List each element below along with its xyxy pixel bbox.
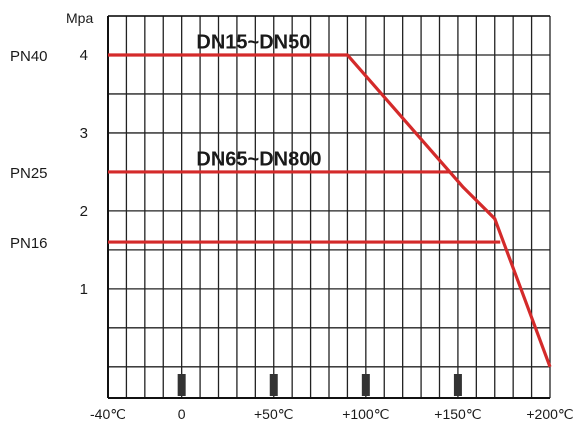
y-tick-label: 1 <box>80 281 88 298</box>
pressure-class-label: PN25 <box>10 165 48 182</box>
pressure-class-label: PN16 <box>10 235 48 252</box>
pressure-class-label: PN40 <box>10 48 48 65</box>
series-label: DN65~DN800 <box>196 149 321 171</box>
temperature-marker <box>453 374 462 396</box>
x-tick-label: +50℃ <box>254 406 293 422</box>
x-tick-label: +100℃ <box>342 406 389 422</box>
temperature-marker <box>177 374 186 396</box>
x-tick-label: +200℃ <box>526 406 573 422</box>
x-tick-label: -40℃ <box>90 406 126 422</box>
temperature-marker <box>361 374 370 396</box>
series-label: DN15~DN50 <box>196 32 310 54</box>
temperature-marker <box>269 374 278 396</box>
y-tick-label: 4 <box>80 47 88 64</box>
series-line-1 <box>108 53 552 368</box>
y-axis-label: Mpa <box>66 10 93 26</box>
x-tick-label: +150℃ <box>434 406 481 422</box>
x-tick-label: 0 <box>178 406 186 422</box>
y-tick-label: 2 <box>80 203 88 220</box>
y-tick-label: 3 <box>80 125 88 142</box>
